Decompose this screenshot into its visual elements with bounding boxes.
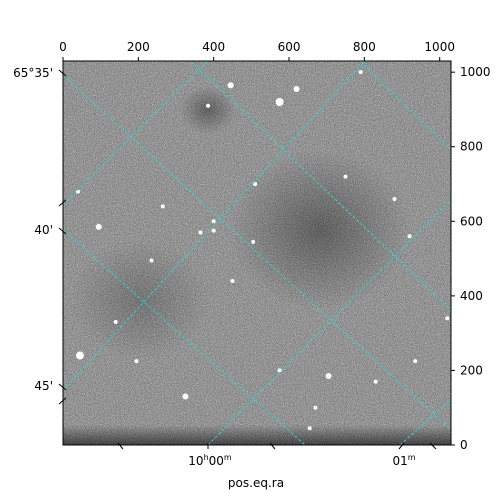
star <box>307 426 312 431</box>
ra-tick-label: 01m <box>392 453 415 468</box>
star <box>253 182 258 187</box>
star <box>149 258 154 263</box>
top-tick-label: 400 <box>202 40 225 54</box>
right-tick-label: 200 <box>460 363 483 377</box>
right-pixel-axis: 0 200 400 600 800 1000 <box>451 65 491 452</box>
star <box>182 393 189 400</box>
star <box>230 278 235 283</box>
star <box>293 85 300 92</box>
star <box>392 196 397 201</box>
star <box>325 373 332 380</box>
star <box>211 219 216 224</box>
ra-tick-label: 10h00m <box>188 453 232 468</box>
star <box>134 359 139 364</box>
star <box>251 239 256 244</box>
x-axis-title: pos.eq.ra <box>228 476 284 490</box>
star <box>198 230 203 235</box>
right-tick-label: 0 <box>460 438 468 452</box>
star <box>211 228 216 233</box>
plot-frame <box>62 60 452 446</box>
sky-image <box>63 61 451 445</box>
star <box>313 405 318 410</box>
star <box>413 359 418 364</box>
star <box>95 223 102 230</box>
star <box>445 316 450 321</box>
dec-tick-label: 65°35' <box>13 66 53 80</box>
dec-tick-label: 45' <box>34 379 53 393</box>
star <box>113 319 118 324</box>
grid-line <box>359 61 451 151</box>
top-tick-label: 200 <box>127 40 150 54</box>
grid-line <box>399 399 451 445</box>
top-tick-label: 800 <box>353 40 376 54</box>
ra-axis: 10h00m 01m pos.eq.ra <box>117 442 437 490</box>
coordinate-grid <box>63 61 451 445</box>
stars-layer <box>75 70 450 431</box>
star <box>227 82 234 89</box>
grid-line <box>63 74 451 431</box>
top-tick-label: 1000 <box>424 40 455 54</box>
grid-line <box>207 199 451 445</box>
grid-line <box>63 229 306 445</box>
grid-line <box>63 61 209 206</box>
right-tick-label: 600 <box>460 214 483 228</box>
top-pixel-axis: 0 200 400 600 800 1000 <box>59 40 455 61</box>
star <box>373 379 378 384</box>
star <box>75 351 84 360</box>
dec-axis: 65°35' 40' 45' <box>13 66 67 405</box>
dec-tick-label: 40' <box>34 223 53 237</box>
grid-line <box>189 61 451 311</box>
star <box>407 234 412 239</box>
star <box>206 103 211 108</box>
top-tick-label: 0 <box>59 40 67 54</box>
star <box>160 204 165 209</box>
star <box>358 70 363 75</box>
star <box>275 98 284 107</box>
right-tick-label: 400 <box>460 289 483 303</box>
star <box>343 174 348 179</box>
star <box>277 368 282 373</box>
grid-line <box>63 61 366 391</box>
top-tick-label: 600 <box>278 40 301 54</box>
right-tick-label: 800 <box>460 140 483 154</box>
right-tick-label: 1000 <box>460 65 491 79</box>
